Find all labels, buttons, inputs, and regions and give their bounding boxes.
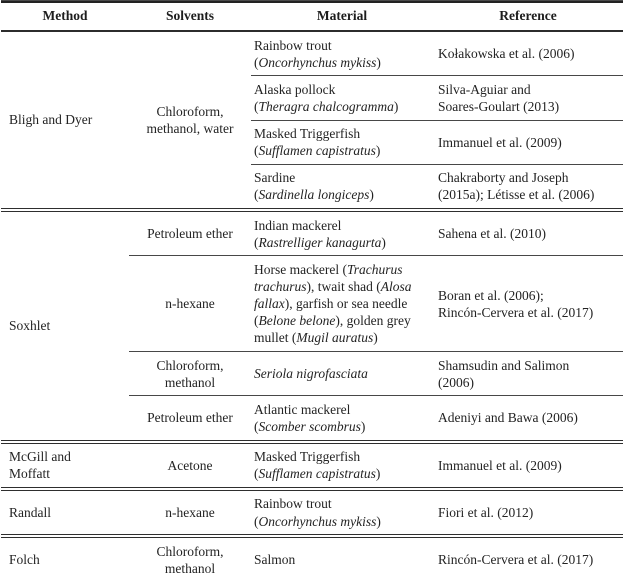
method-cell: McGill and Moffatt: [1, 439, 129, 489]
material-cell: Horse mackerel (Trachurus trachurus), tw…: [251, 255, 433, 352]
material-cell: Sardine (Sardinella longiceps): [251, 163, 433, 211]
reference-cell: Adeniyi and Bawa (2006): [433, 395, 623, 442]
column-header-method: Method: [1, 3, 129, 32]
reference-cell: Chakraborty and Joseph (2015a); Létisse …: [433, 163, 623, 211]
solvents-cell: Chloroform, methanol, water: [146, 103, 234, 137]
column-header-solvents: Solvents: [129, 3, 251, 32]
material-cell: Seriola nigrofasciata: [251, 351, 433, 396]
material-cell: Masked Triggerfish (Sufflamen capistratu…: [251, 119, 433, 165]
solvents-cell: Petroleum ether: [129, 208, 251, 256]
column-header-material: Material: [251, 3, 433, 32]
extraction-methods-table: Method Solvents Material Reference Bligh…: [1, 3, 623, 576]
table-row: McGill and Moffatt Acetone Masked Triggerf…: [1, 439, 623, 489]
reference-cell: Shamsudin and Salimon (2006): [433, 351, 623, 396]
reference-cell: Kołakowska et al. (2006): [438, 46, 575, 62]
table-row: Randall n-hexane Rainbow trout (Oncorhynch…: [1, 486, 623, 537]
solvents-cell: Acetone: [129, 439, 251, 489]
column-header-reference: Reference: [433, 3, 623, 32]
solvents-cell: Petroleum ether: [129, 395, 251, 442]
material-cell: Indian mackerel (Rastrelliger kanagurta): [251, 208, 433, 256]
reference-cell: Rincón-Cervera et al. (2017): [433, 534, 623, 576]
material-cell: Atlantic mackerel (Scomber scombrus): [251, 395, 433, 442]
method-cell: Soxhlet: [1, 208, 129, 442]
table-row: Sardine (Sardinella longiceps) Chakrabort…: [1, 163, 623, 211]
reference-cell: Sahena et al. (2010): [433, 208, 623, 256]
solvents-cell: n-hexane: [129, 486, 251, 537]
material-cell: Salmon: [251, 534, 433, 576]
table-row: Alaska pollock (Theragra chalcogramma) Si…: [1, 75, 623, 121]
table-row: Petroleum ether Atlantic mackerel (Scombe…: [1, 395, 623, 442]
table-row: Chloroform, methanol Seriola nigrofasciat…: [1, 351, 623, 396]
solvents-cell: Chloroform, methanol: [129, 534, 251, 576]
method-cell: Bligh and Dyer: [9, 112, 93, 128]
material-cell: Masked Triggerfish (Sufflamen capistratu…: [251, 439, 433, 489]
reference-cell: Immanuel et al. (2009): [433, 439, 623, 489]
method-cell: Randall: [1, 486, 129, 537]
table-row: n-hexane Horse mackerel (Trachurus trachu…: [1, 255, 623, 352]
reference-cell: Fiori et al. (2012): [433, 486, 623, 537]
table-top-rule: [1, 0, 623, 3]
table-row: Folch Chloroform, methanol Salmon Rincón-Ce…: [1, 534, 623, 576]
reference-cell: Boran et al. (2006); Rincón-Cervera et a…: [433, 255, 623, 352]
method-cell: Folch: [1, 534, 129, 576]
reference-cell: Immanuel et al. (2009): [433, 119, 623, 165]
table-body: Bligh and Dyer Chloroform, methanol, wate…: [1, 31, 623, 576]
solvents-cell: Chloroform, methanol: [129, 351, 251, 396]
solvents-cell: n-hexane: [129, 255, 251, 352]
table-header-row: Method Solvents Material Reference: [1, 3, 623, 32]
material-cell: Rainbow trout (Oncorhynchus mykiss): [254, 37, 381, 70]
table-row: Masked Triggerfish (Sufflamen capistratu…: [1, 119, 623, 165]
table-row: Bligh and Dyer Chloroform, methanol, wate…: [1, 31, 623, 137]
table-row: Soxhlet Petroleum ether Indian mackerel (R…: [1, 208, 623, 442]
reference-cell: Silva-Aguiar and Soares-Goulart (2013): [433, 75, 623, 121]
material-cell: Rainbow trout (Oncorhynchus mykiss): [251, 486, 433, 537]
material-cell: Alaska pollock (Theragra chalcogramma): [251, 75, 433, 121]
